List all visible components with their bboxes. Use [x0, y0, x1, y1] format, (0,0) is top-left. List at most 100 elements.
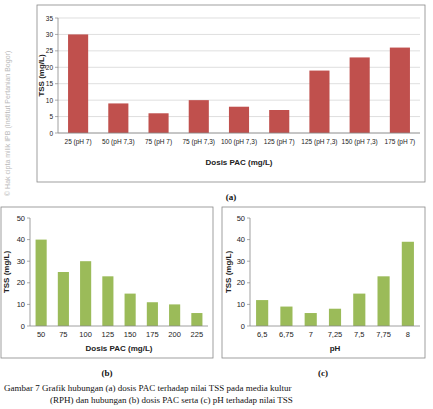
bar: [191, 313, 202, 326]
x-axis: [30, 326, 208, 327]
grid-line: [58, 18, 420, 19]
tick-mark: [27, 261, 30, 262]
bar: [169, 304, 180, 326]
category-label: 125 (pH 7,3): [301, 138, 337, 146]
category-label: 200: [168, 330, 181, 339]
bar: [102, 276, 113, 326]
tick-mark: [247, 304, 250, 305]
panel-label: (c): [318, 368, 328, 378]
tick-label: 20: [237, 278, 245, 287]
category-label: 175: [146, 330, 159, 339]
tick-label: 15: [46, 80, 54, 87]
category-label: 100 (pH 7,3): [221, 138, 257, 146]
tick-mark: [55, 18, 58, 19]
category-label: 125: [102, 330, 115, 339]
tick-mark: [247, 239, 250, 240]
bar: [149, 113, 169, 133]
bar: [68, 34, 88, 133]
bar: [36, 240, 47, 326]
tick-label: 10: [237, 300, 245, 309]
bar: [353, 294, 365, 326]
panel-frame: [37, 5, 425, 182]
category-label: 75 (pH 7): [145, 138, 172, 146]
tick-mark: [247, 261, 250, 262]
category-label: 7,75: [376, 330, 391, 339]
tick-mark: [55, 100, 58, 101]
watermark: © Hak cipta milik IPB (Institut Pertania…: [4, 51, 12, 196]
tick-mark: [55, 83, 58, 84]
bar: [378, 276, 390, 326]
category-label: 175 (pH 7): [385, 138, 416, 146]
bar: [280, 307, 292, 326]
tick-label: 40: [17, 235, 25, 244]
tick-mark: [247, 326, 250, 327]
tick-label: 10: [46, 97, 54, 104]
x-axis-label: Dosis PAC (mg/L): [206, 158, 273, 167]
tick-mark: [27, 282, 30, 283]
tick-label: 0: [49, 130, 53, 137]
bar: [147, 302, 158, 326]
bar: [309, 71, 329, 133]
panel-frame: [222, 207, 425, 358]
category-label: 150 (pH 7,3): [342, 138, 378, 146]
tick-label: 20: [17, 278, 25, 287]
bar: [189, 100, 209, 133]
tick-label: 25: [46, 47, 54, 54]
tick-label: 30: [46, 31, 54, 38]
category-label: 7: [309, 330, 313, 339]
tick-label: 5: [49, 113, 53, 120]
tick-mark: [55, 133, 58, 134]
x-axis: [58, 133, 420, 134]
tick-label: 50: [237, 214, 245, 223]
bar: [305, 313, 317, 326]
figure: 0 5 10 15 20 25 30 35 25 (pH 7) 50 (pH 7,3) 75 (pH…: [0, 0, 433, 409]
bars: [68, 34, 410, 133]
tick-mark: [27, 326, 30, 327]
bar: [80, 261, 91, 326]
y-axis: [58, 18, 59, 133]
bars: [256, 242, 414, 326]
tick-label: 0: [21, 322, 25, 331]
y-axis-label: TSS (mg/L): [2, 251, 11, 294]
grid-line: [58, 50, 420, 51]
bar: [269, 110, 289, 133]
x-axis-label: pH: [330, 344, 341, 353]
tick-mark: [27, 304, 30, 305]
tick-mark: [55, 34, 58, 35]
category-label: 7,5: [354, 330, 364, 339]
tick-mark: [55, 67, 58, 68]
caption-line: (RPH) dan hubungan (b) dosis PAC serta (…: [50, 395, 293, 405]
tick-mark: [27, 239, 30, 240]
tick-label: 35: [46, 15, 54, 22]
bars: [36, 240, 203, 326]
tick-mark: [55, 50, 58, 51]
category-label: 75: [59, 330, 67, 339]
category-label: 50 (pH 7,3): [102, 138, 135, 146]
y-axis-label: TSS (mg/L): [224, 251, 233, 294]
tick-label: 0: [241, 322, 245, 331]
tick-mark: [247, 218, 250, 219]
tick-label: 30: [237, 257, 245, 266]
bar: [229, 107, 249, 133]
panel-frame: [1, 207, 213, 358]
category-label: 225: [191, 330, 204, 339]
tick-label: 50: [17, 214, 25, 223]
chart-panel: 0 5 10 15 20 25 30 35 25 (pH 7) 50 (pH 7,3) 75 (pH…: [37, 5, 425, 182]
tick-label: 20: [46, 64, 54, 71]
caption-line: Gambar 7 Grafik hubungan (a) dosis PAC t…: [4, 383, 291, 393]
category-label: 6,5: [257, 330, 267, 339]
x-axis: [250, 326, 420, 327]
y-axis: [250, 218, 251, 326]
category-label: 25 (pH 7): [65, 138, 92, 146]
category-label: 50: [37, 330, 45, 339]
tick-mark: [55, 116, 58, 117]
tick-label: 30: [17, 257, 25, 266]
tick-mark: [27, 218, 30, 219]
bar: [329, 309, 341, 326]
category-label: 125 (pH 7): [264, 138, 295, 146]
y-axis-label: TSS (mg/L): [37, 54, 46, 97]
panel-label: (b): [102, 368, 113, 378]
bar: [390, 48, 410, 133]
tick-mark: [247, 282, 250, 283]
bar: [350, 57, 370, 133]
